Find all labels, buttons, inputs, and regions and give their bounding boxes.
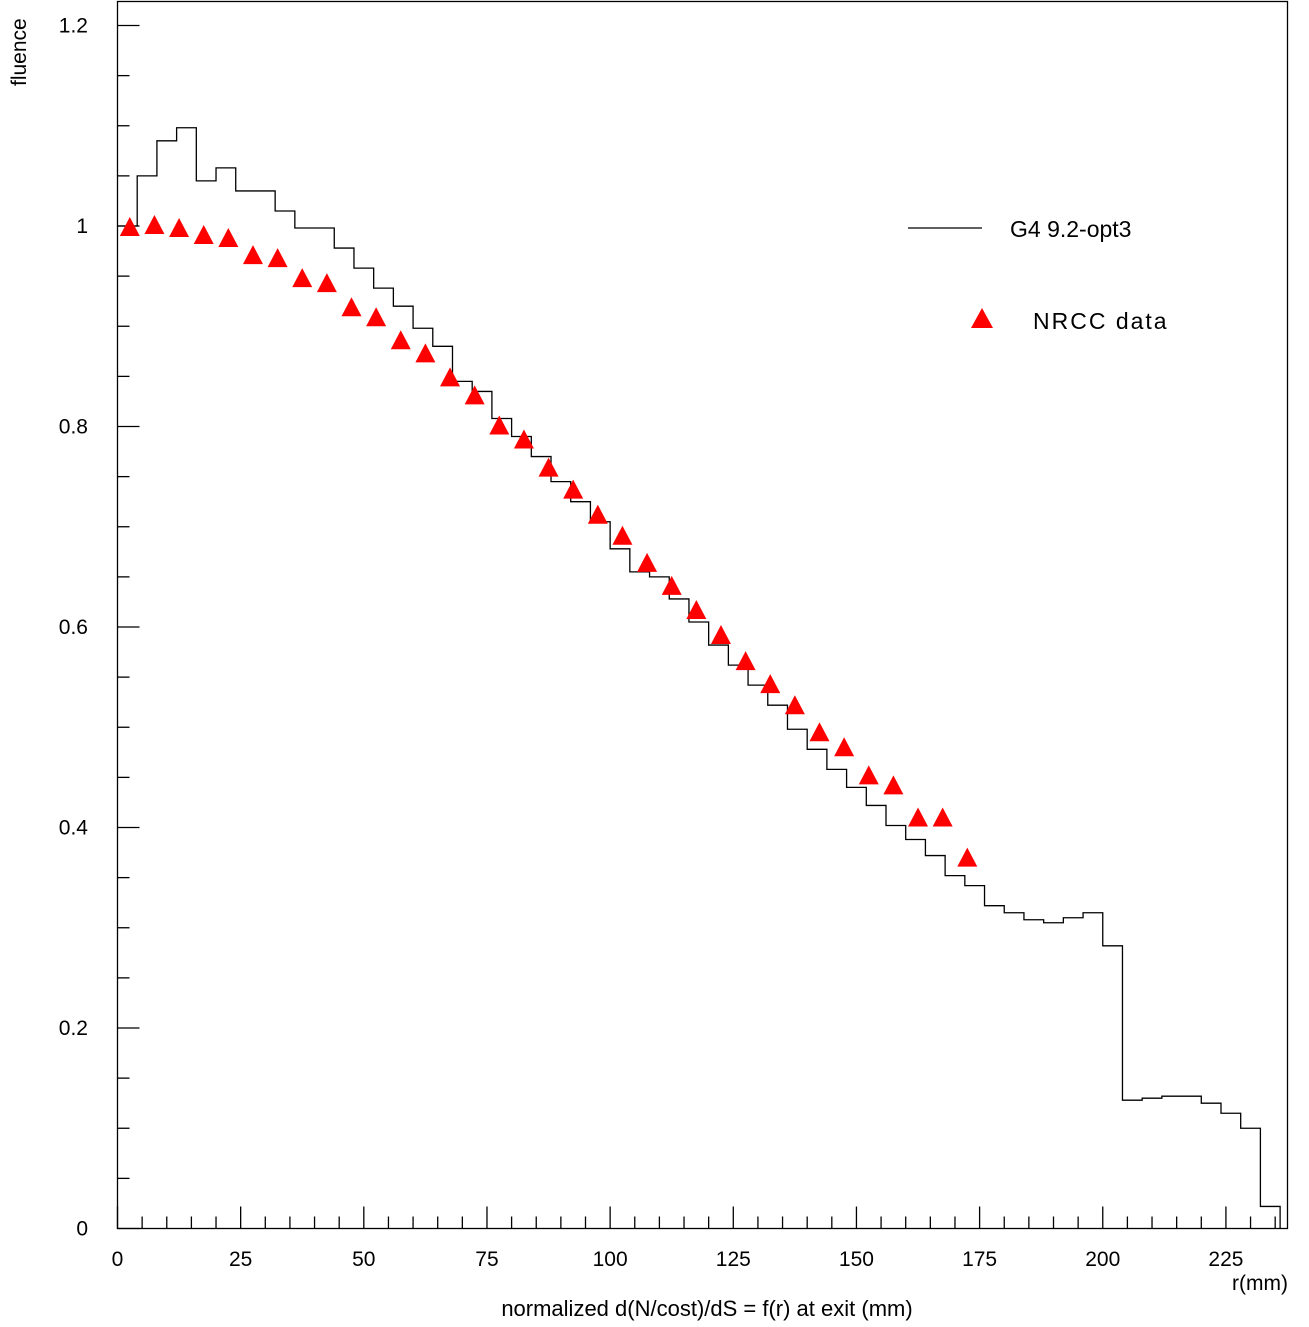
y-tick-label: 0.6 [59, 616, 88, 639]
series-nrcc-markers [120, 215, 977, 867]
nrcc-data-point [268, 248, 288, 267]
nrcc-data-point [662, 576, 682, 595]
y-tick-label: 0.4 [59, 817, 89, 840]
nrcc-data-point [736, 651, 756, 670]
x-tick-label: 0 [112, 1248, 124, 1271]
nrcc-data-point [859, 765, 879, 784]
nrcc-data-point [169, 218, 189, 237]
y-tick-label: 0.2 [59, 1017, 88, 1040]
y-tick-label: 0.8 [59, 416, 88, 439]
nrcc-data-point [908, 807, 928, 826]
x-tick-label: 200 [1085, 1248, 1120, 1271]
nrcc-data-point [218, 228, 238, 247]
x-tick-label: 125 [716, 1248, 751, 1271]
x-tick-label: 25 [229, 1248, 252, 1271]
y-axis-label: fluence [8, 18, 31, 86]
series-g4-histogram [118, 128, 1281, 1229]
legend-label-g4: G4 9.2-opt3 [1010, 216, 1131, 242]
nrcc-data-point [194, 225, 214, 244]
nrcc-data-point [440, 367, 460, 386]
nrcc-data-point [612, 526, 632, 545]
nrcc-data-point [810, 722, 830, 741]
nrcc-data-point [834, 737, 854, 756]
nrcc-data-point [637, 553, 657, 572]
x-tick-label: 50 [352, 1248, 375, 1271]
nrcc-data-point [933, 807, 953, 826]
legend-label-nrcc: NRCC data [1033, 308, 1169, 334]
y-tick-label: 1 [76, 215, 88, 238]
x-tick-label: 175 [962, 1248, 997, 1271]
y-axis-ticks [118, 26, 140, 1229]
nrcc-data-point [342, 297, 362, 316]
nrcc-data-point [563, 480, 583, 499]
x-tick-label: 75 [475, 1248, 498, 1271]
nrcc-data-point [317, 273, 337, 292]
nrcc-data-point [883, 775, 903, 794]
nrcc-data-point [292, 268, 312, 287]
nrcc-data-point [144, 215, 164, 234]
legend: G4 9.2-opt3 NRCC data [908, 216, 1169, 334]
legend-triangle-swatch [971, 308, 993, 328]
nrcc-data-point [465, 385, 485, 404]
nrcc-data-point [366, 307, 386, 326]
nrcc-data-point [760, 674, 780, 693]
chart-title: normalized d(N/cost)/dS = f(r) at exit (… [501, 1296, 912, 1321]
x-tick-label: 225 [1208, 1248, 1243, 1271]
nrcc-data-point [243, 245, 263, 264]
y-axis-tick-labels: 0 0.2 0.4 0.6 0.8 1 1.2 [59, 15, 89, 1241]
x-tick-label: 150 [839, 1248, 874, 1271]
nrcc-data-point [957, 848, 977, 867]
x-axis-tick-labels: 0 25 50 75 100 125 150 175 200 225 [112, 1248, 1244, 1271]
y-tick-label: 0 [76, 1218, 88, 1241]
nrcc-data-point [711, 625, 731, 644]
nrcc-data-point [539, 458, 559, 477]
y-tick-label: 1.2 [59, 15, 88, 38]
x-axis-ticks [118, 1207, 1276, 1229]
x-axis-label: r(mm) [1232, 1272, 1288, 1295]
x-tick-label: 100 [593, 1248, 628, 1271]
nrcc-data-point [391, 330, 411, 349]
